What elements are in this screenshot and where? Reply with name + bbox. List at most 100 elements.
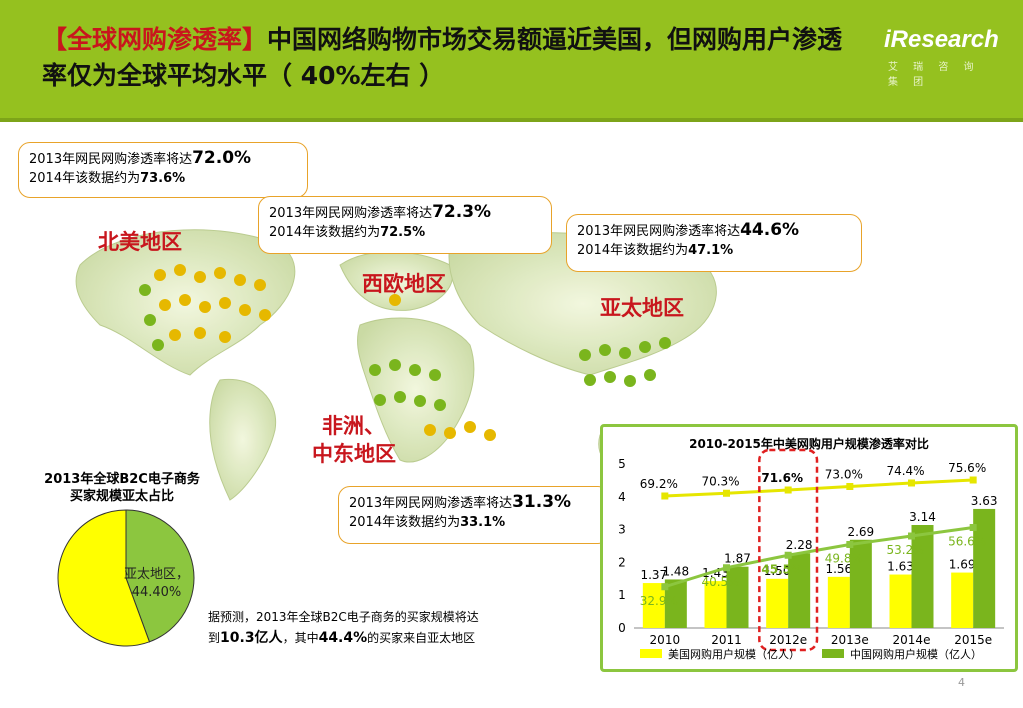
penetration-label: 75.6% bbox=[948, 461, 986, 475]
x-tick-label: 2013e bbox=[831, 633, 869, 647]
bar-value-label: 1.87 bbox=[724, 552, 751, 566]
bar-china-2013e bbox=[849, 539, 872, 628]
y-tick-label: 1 bbox=[618, 588, 626, 602]
people-asia bbox=[579, 337, 671, 387]
map-africa bbox=[357, 317, 475, 463]
penetration-line-1 bbox=[664, 526, 974, 589]
callout-line1: 2013年网民网购渗透率将达44.6% bbox=[577, 220, 800, 240]
penetration-point bbox=[784, 551, 792, 559]
penetration-label: 53.2% bbox=[886, 543, 924, 557]
bar-usa-2015e bbox=[951, 572, 974, 628]
title-highlight: 【全球网购渗透率】 bbox=[42, 25, 268, 54]
pie-slice-1 bbox=[57, 509, 151, 647]
callout-line1: 2013年网民网购渗透率将达72.0% bbox=[29, 148, 252, 168]
legend-label: 美国网购用户规模（亿人） bbox=[668, 647, 800, 661]
logo-text: iResearch bbox=[884, 26, 999, 53]
highlight-box bbox=[758, 448, 819, 652]
forecast-note: 据预测，2013年全球B2C电子商务的买家规模将达到10.3亿人，其中44.4%… bbox=[208, 610, 479, 646]
header-bar bbox=[0, 0, 1023, 118]
bar-usa-2011 bbox=[704, 581, 727, 628]
penetration-point bbox=[661, 583, 669, 591]
bar-china-2011 bbox=[726, 566, 749, 628]
bar-usa-2010 bbox=[642, 583, 665, 628]
chart-frame bbox=[600, 424, 1018, 672]
legend-swatch bbox=[822, 649, 844, 658]
penetration-label: 74.4% bbox=[886, 464, 924, 478]
callout-line2: 2014年该数据约为47.1% bbox=[577, 243, 734, 258]
x-tick-label: 2011 bbox=[711, 633, 742, 647]
y-tick-label: 0 bbox=[618, 621, 626, 635]
bar-china-2014e bbox=[911, 525, 934, 628]
callout-line1: 2013年网民网购渗透率将达72.3% bbox=[269, 202, 492, 222]
region-africa-line2: 中东地区 bbox=[312, 442, 396, 466]
callout-asia-pacific: 2013年网民网购渗透率将达44.6% 2014年该数据约为47.1% bbox=[566, 214, 862, 272]
people-europe bbox=[389, 294, 401, 306]
pie-chart bbox=[57, 509, 195, 647]
penetration-point bbox=[969, 476, 977, 484]
bar-usa-2012e bbox=[766, 578, 789, 628]
bar-value-label: 1.56 bbox=[825, 562, 852, 576]
bar-line-chart: 2010-2015年中美网购用户规模渗透率对比 0 1 2 3 4 5 1.371.48 201… bbox=[618, 436, 1004, 661]
pie-slice-label: 亚太地区， 44.40% bbox=[124, 567, 190, 600]
people-africa bbox=[369, 359, 446, 411]
logo-subtitle: 艾 瑞 咨 询 集 团 bbox=[888, 62, 980, 88]
penetration-line-0 bbox=[664, 478, 974, 498]
legend-label: 中国网购用户规模（亿人） bbox=[850, 647, 982, 661]
chart-title: 2010-2015年中美网购用户规模渗透率对比 bbox=[689, 436, 929, 451]
x-tick-label: 2010 bbox=[650, 633, 681, 647]
callout-line2: 2014年该数据约为33.1% bbox=[349, 515, 506, 530]
penetration-point bbox=[723, 564, 730, 572]
penetration-point bbox=[908, 479, 915, 487]
penetration-label: 56.6% bbox=[948, 535, 986, 549]
bar-usa-2014e bbox=[889, 574, 912, 628]
penetration-point bbox=[723, 489, 730, 497]
y-tick-label: 4 bbox=[618, 490, 626, 504]
x-tick-label: 2014e bbox=[893, 633, 931, 647]
penetration-point bbox=[784, 486, 792, 494]
region-asia-pacific: 亚太地区 bbox=[600, 296, 684, 320]
penetration-point bbox=[661, 492, 669, 500]
callout-line2: 2014年该数据约为73.6% bbox=[29, 171, 186, 186]
bar-value-label: 1.48 bbox=[662, 564, 689, 578]
page-number: 4 bbox=[958, 676, 965, 689]
legend-swatch bbox=[640, 649, 662, 658]
penetration-label: 70.3% bbox=[701, 474, 739, 488]
penetration-label: 32.9% bbox=[640, 594, 678, 608]
x-tick-label: 2012e bbox=[769, 633, 807, 647]
y-tick-label: 2 bbox=[618, 555, 626, 569]
y-tick-label: 3 bbox=[618, 523, 626, 537]
bar-value-label: 2.69 bbox=[847, 525, 874, 539]
callout-africa: 2013年网民网购渗透率将达31.3% 2014年该数据约为33.1% bbox=[338, 486, 610, 544]
y-tick-label: 5 bbox=[618, 457, 626, 471]
pie-slice-0 bbox=[125, 509, 195, 643]
bar-china-2015e bbox=[973, 508, 996, 628]
region-africa-line1: 非洲、 bbox=[322, 414, 385, 438]
callout-western-europe: 2013年网民网购渗透率将达72.3% 2014年该数据约为72.5% bbox=[258, 196, 552, 254]
bar-value-label: 1.69 bbox=[949, 558, 976, 572]
x-tick-label: 2015e bbox=[954, 633, 992, 647]
bar-value-label: 3.63 bbox=[971, 494, 998, 508]
penetration-point bbox=[846, 483, 854, 490]
people-north-america bbox=[154, 264, 271, 343]
bar-value-label: 1.63 bbox=[887, 560, 914, 574]
bar-china-2010 bbox=[664, 579, 687, 628]
iresearch-logo: iResearch 艾 瑞 咨 询 集 团 bbox=[884, 26, 1004, 88]
bar-china-2012e bbox=[788, 553, 811, 628]
callout-line1: 2013年网民网购渗透率将达31.3% bbox=[349, 492, 572, 512]
header-divider bbox=[0, 118, 1023, 122]
penetration-label: 69.2% bbox=[640, 477, 678, 491]
penetration-point bbox=[846, 541, 854, 548]
callout-line2: 2014年该数据约为72.5% bbox=[269, 225, 426, 240]
penetration-point bbox=[969, 524, 977, 531]
title-text: 中国网络购物市场交易额逼近美国，但网购用户渗透率仅为全球平均水平（ 40%左右 … bbox=[42, 25, 843, 90]
bar-value-label: 1.50 bbox=[764, 564, 791, 578]
bar-value-label: 3.14 bbox=[909, 510, 936, 524]
penetration-label: 71.6% bbox=[761, 471, 803, 485]
region-north-america: 北美地区 bbox=[98, 230, 182, 254]
page-title: 【全球网购渗透率】中国网络购物市场交易额逼近美国，但网购用户渗透率仅为全球平均水… bbox=[42, 22, 862, 94]
region-western-europe: 西欧地区 bbox=[362, 272, 446, 296]
pie-chart-title: 2013年全球B2C电子商务 买家规模亚太占比 bbox=[44, 472, 200, 504]
callout-north-america: 2013年网民网购渗透率将达72.0% 2014年该数据约为73.6% bbox=[18, 142, 308, 198]
penetration-point bbox=[908, 532, 915, 540]
penetration-label: 40.5% bbox=[701, 575, 739, 589]
